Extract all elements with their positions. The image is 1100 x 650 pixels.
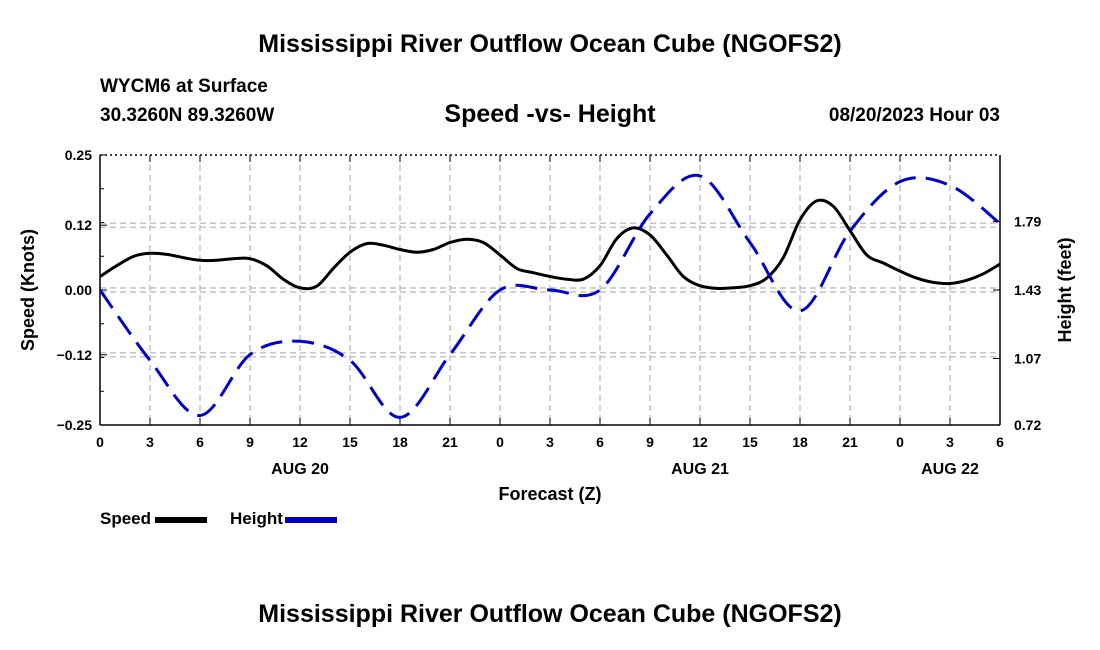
legend-speed: Speed	[100, 509, 208, 529]
x-tick-label: 6	[596, 434, 604, 450]
legend-height-swatch	[284, 516, 337, 523]
x-tick-label: 9	[246, 434, 254, 450]
x-tick-label: 6	[196, 434, 204, 450]
x-tick-label: 18	[392, 434, 408, 450]
chart-title: Mississippi River Outflow Ocean Cube (NG…	[258, 30, 842, 58]
speed-series-line	[99, 198, 1001, 291]
y2-tick-label: 1.43	[1014, 282, 1041, 298]
y-axis-title: Speed (Knots)	[18, 229, 38, 351]
y-tick-label: −0.12	[57, 347, 93, 363]
height-series-line	[98, 173, 1001, 419]
x-tick-label: 12	[692, 434, 708, 450]
station-label: WYCM6 at Surface	[100, 76, 268, 97]
x-tick-label: 6	[996, 434, 1004, 450]
legend-speed-label: Speed	[100, 509, 152, 528]
y2-tick-label: 0.72	[1014, 417, 1041, 433]
x-tick-label: 21	[442, 434, 458, 450]
coordinates-label: 30.3260N 89.3260W	[100, 105, 275, 126]
x-tick-label: 0	[496, 434, 504, 450]
y-tick-label: 0.00	[65, 282, 92, 298]
datetime-label: 08/20/2023 Hour 03	[828, 105, 1000, 126]
x-tick-label: 18	[792, 434, 808, 450]
x-tick-label: 21	[842, 434, 858, 450]
x-tick-label: 3	[946, 434, 954, 450]
legend-speed-swatch	[155, 516, 208, 523]
x-tick-label: 15	[742, 434, 758, 450]
bottom-title: Mississippi River Outflow Ocean Cube (NG…	[258, 600, 842, 628]
x-tick-label: 12	[292, 434, 308, 450]
x-axis-title: Forecast (Z)	[498, 484, 601, 504]
x-tick-label: 0	[96, 434, 104, 450]
date-label: AUG 21	[671, 461, 729, 478]
y-tick-label: 0.12	[65, 217, 92, 233]
y-tick-label: −0.25	[57, 417, 93, 433]
x-tick-label: 9	[646, 434, 654, 450]
legend-height-label: Height	[230, 509, 283, 528]
date-label: AUG 20	[271, 461, 329, 478]
date-label: AUG 22	[921, 461, 979, 478]
x-tick-label: 0	[896, 434, 904, 450]
chart-subtitle: Speed -vs- Height	[444, 100, 656, 128]
legend-height: Height	[230, 509, 337, 529]
x-tick-label: 3	[546, 434, 554, 450]
x-tick-label: 3	[146, 434, 154, 450]
y2-tick-label: 1.79	[1014, 214, 1041, 230]
y2-tick-label: 1.07	[1014, 350, 1041, 366]
y2-axis-title: Height (feet)	[1055, 238, 1075, 343]
x-tick-label: 15	[342, 434, 358, 450]
y-tick-label: 0.25	[65, 147, 92, 163]
